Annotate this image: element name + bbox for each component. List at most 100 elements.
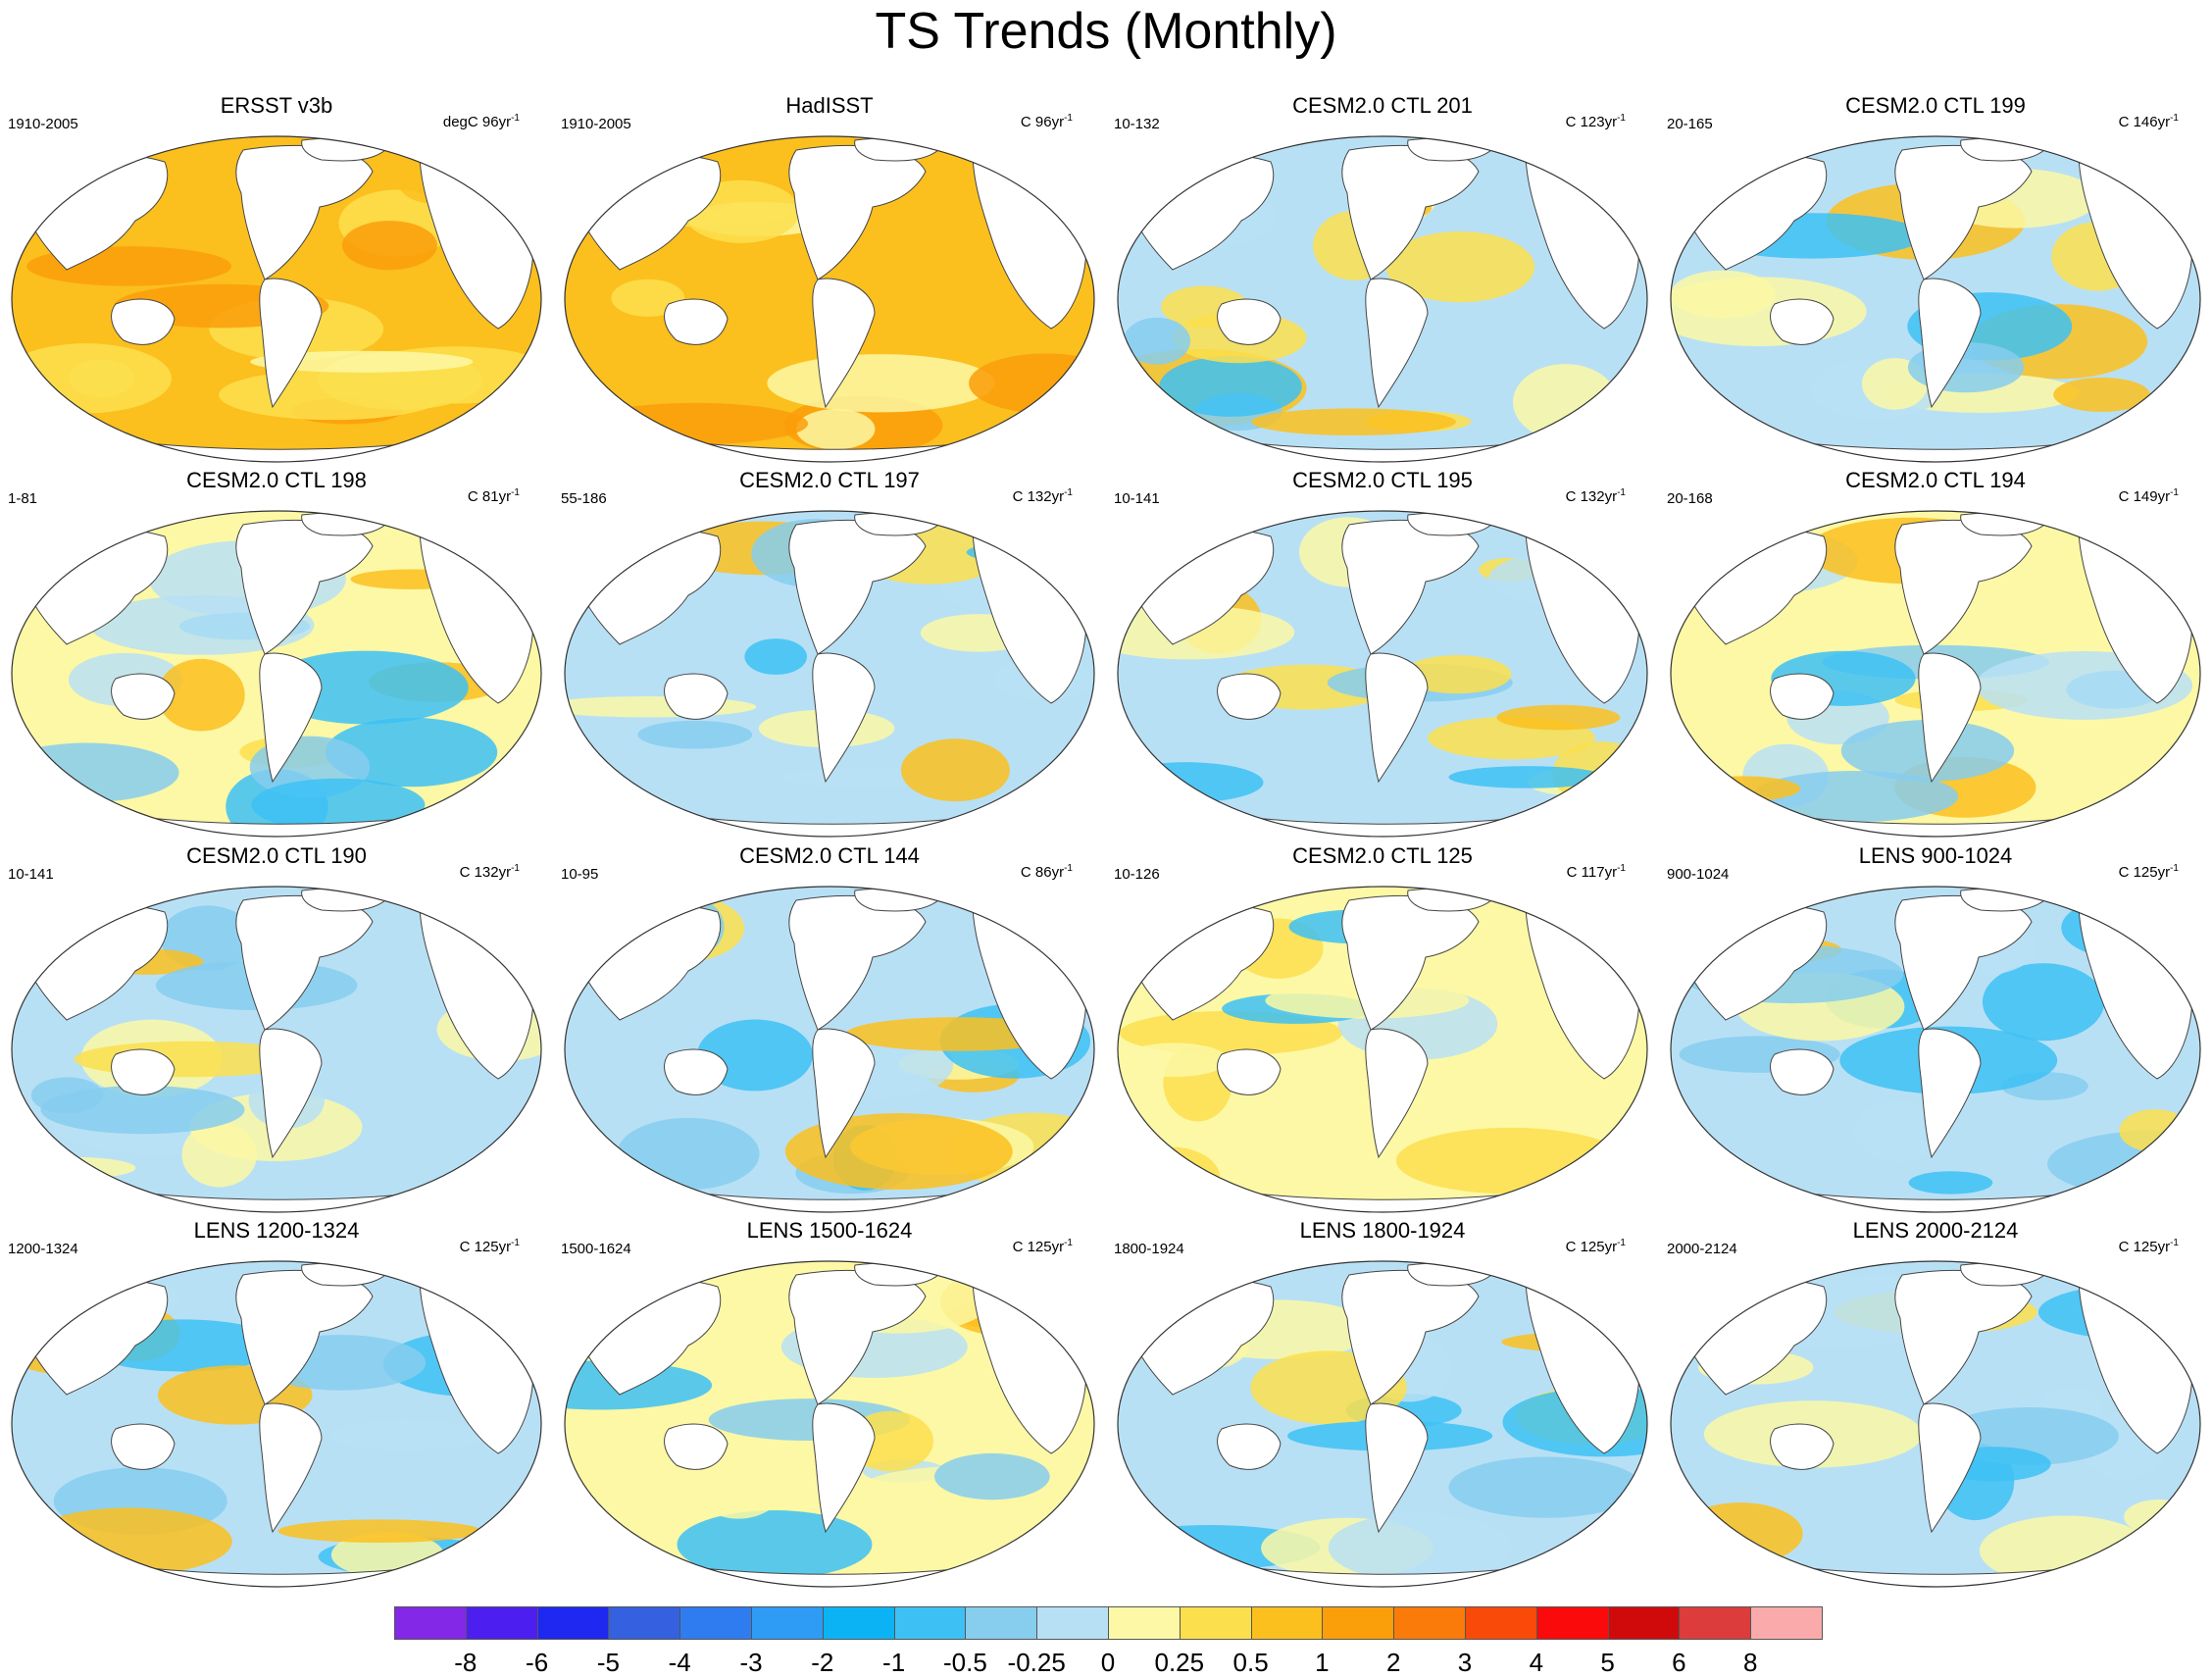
panel-period: 55-186: [561, 490, 607, 507]
panel-period: 20-168: [1667, 490, 1713, 507]
panel-title: CESM2.0 CTL 199: [1845, 93, 2026, 118]
panel-units: C 81yr-1: [467, 487, 520, 505]
legend-swatch: [822, 1606, 895, 1640]
trend-blob: [40, 1085, 245, 1135]
legend-tick-label: 0.25: [1154, 1648, 1205, 1677]
legend-tick-label: -8: [454, 1648, 478, 1677]
map-outline: [1117, 1260, 1648, 1588]
panel-title: CESM2.0 CTL 198: [186, 468, 367, 492]
trend-blob: [692, 1450, 785, 1519]
continent-shape: [664, 298, 729, 345]
trend-blob: [1395, 1127, 1626, 1195]
trend-blob: [933, 1452, 1050, 1500]
continent-shape: [111, 298, 176, 345]
trend-blob: [677, 1510, 873, 1579]
map-outline: [564, 135, 1095, 463]
legend-swatch: [1750, 1606, 1823, 1640]
map-outline: [564, 510, 1095, 838]
map-panel: LENS 1200-1324 1200-1324 C 125yr-1: [0, 1218, 553, 1601]
trend-blob: [1328, 1512, 1513, 1583]
continent-shape: [1918, 652, 1982, 784]
trend-blob: [744, 638, 808, 675]
legend-swatch: [1108, 1606, 1181, 1640]
globe-map: [1670, 1260, 2201, 1588]
map-panel: CESM2.0 CTL 198 1-81 C 81yr-1: [0, 468, 553, 850]
legend-tick-label: -6: [526, 1648, 549, 1677]
panel-units: C 96yr-1: [1020, 113, 1073, 130]
legend-swatch: [965, 1606, 1038, 1640]
panel-period: 1910-2005: [561, 116, 631, 132]
map-outline: [11, 1260, 542, 1588]
trend-blob: [767, 354, 995, 413]
panel-title: CESM2.0 CTL 144: [739, 843, 920, 868]
legend-tick-label: 6: [1672, 1648, 1686, 1677]
continent-shape: [1770, 1048, 1835, 1095]
continent-shape: [812, 278, 876, 409]
map-outline: [1117, 510, 1648, 838]
globe-map: [564, 135, 1095, 463]
trend-blob: [328, 1419, 485, 1451]
map-outline: [1117, 135, 1648, 463]
trend-blob: [2124, 1500, 2195, 1535]
trend-blob: [2053, 377, 2150, 412]
legend-swatch: [679, 1606, 752, 1640]
legend-tick-label: 8: [1742, 1648, 1758, 1677]
continent-shape: [1365, 1402, 1429, 1534]
continent-shape: [1217, 673, 1282, 720]
legend-tick-label: -4: [668, 1648, 691, 1677]
globe-map: [564, 886, 1095, 1213]
legend-tick-label: 4: [1529, 1648, 1544, 1677]
continent-shape: [1770, 298, 1835, 345]
map-panel: HadISST 1910-2005 C 96yr-1: [553, 93, 1106, 476]
legend-swatch: [1250, 1606, 1324, 1640]
continent-shape: [664, 673, 729, 720]
trend-blob: [1402, 654, 1512, 694]
panel-title: HadISST: [785, 93, 874, 118]
globe-map: [11, 135, 542, 463]
continent-shape: [1918, 278, 1982, 409]
panel-period: 1200-1324: [8, 1241, 78, 1257]
trend-blob: [1251, 408, 1456, 436]
legend-tick-label: 3: [1457, 1648, 1473, 1677]
panel-period: 10-95: [561, 866, 599, 883]
map-outline: [1670, 1260, 2201, 1588]
continent-shape: [1770, 673, 1835, 720]
panel-units: C 132yr-1: [1565, 487, 1626, 505]
panel-period: 1910-2005: [8, 116, 78, 132]
continent-shape: [1365, 652, 1429, 784]
legend-tick-label: -0.25: [1007, 1648, 1066, 1677]
globe-map: [11, 886, 542, 1213]
trend-blob: [1853, 1100, 1944, 1163]
trend-blob: [25, 1507, 232, 1576]
globe-map: [1117, 1260, 1648, 1588]
legend-swatch: [1179, 1606, 1252, 1640]
panel-title: ERSST v3b: [220, 93, 333, 118]
color-legend-bar: [394, 1606, 1823, 1640]
trend-blob: [1751, 770, 1959, 823]
panel-units: C 125yr-1: [2118, 863, 2179, 881]
panel-title: CESM2.0 CTL 201: [1292, 93, 1473, 118]
continent-shape: [812, 1028, 876, 1159]
globe-map: [1670, 135, 2201, 463]
panel-title: LENS 2000-2124: [1852, 1218, 2019, 1243]
panel-period: 1-81: [8, 490, 38, 507]
map-panel: CESM2.0 CTL 144 10-95 C 86yr-1: [553, 843, 1106, 1226]
globe-map: [1670, 886, 2201, 1213]
panel-period: 10-141: [8, 866, 54, 883]
panel-title: LENS 900-1024: [1858, 843, 2013, 868]
trend-blob: [12, 343, 173, 414]
figure-title: TS Trends (Monthly): [875, 3, 1337, 60]
map-panel: CESM2.0 CTL 195 10-141 C 132yr-1: [1106, 468, 1659, 850]
trend-blob: [251, 778, 426, 832]
map-outline: [564, 1260, 1095, 1588]
globe-map: [564, 1260, 1095, 1588]
legend-swatch: [536, 1606, 610, 1640]
trend-blob: [1121, 1042, 1229, 1078]
trend-blob: [181, 1122, 257, 1188]
panel-period: 1800-1924: [1114, 1241, 1184, 1257]
continent-shape: [1217, 1423, 1282, 1470]
map-panel: LENS 1500-1624 1500-1624 C 125yr-1: [553, 1218, 1106, 1601]
trend-blob: [582, 402, 809, 445]
panel-title: CESM2.0 CTL 190: [186, 843, 367, 868]
trend-blob: [637, 720, 753, 749]
